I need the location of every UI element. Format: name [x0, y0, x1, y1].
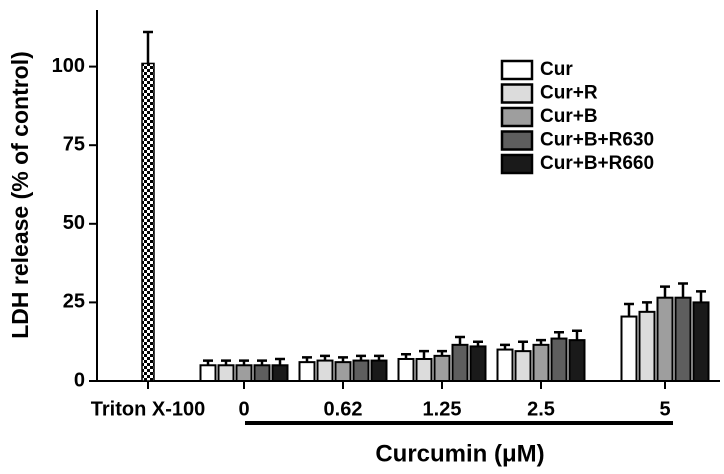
error-bar [624, 302, 634, 317]
bar [397, 357, 415, 382]
bar [271, 364, 289, 383]
x-tick-label: 1.25 [423, 398, 462, 420]
bar [620, 315, 638, 382]
legend-swatch [500, 106, 534, 128]
x-tick-label: 0 [238, 398, 249, 420]
error-bar [696, 290, 706, 303]
error-bar [660, 285, 670, 298]
x-tick-label: 2.5 [527, 398, 555, 420]
legend-label: Cur+B+R630 [540, 130, 654, 151]
error-bar [455, 335, 465, 345]
bar [674, 296, 692, 382]
y-tick-label: 75 [63, 133, 85, 155]
y-tick-label: 50 [63, 212, 85, 234]
bar [253, 364, 271, 383]
error-bar [239, 359, 249, 366]
legend-label: Cur [540, 59, 573, 80]
error-bar [642, 301, 652, 312]
bar [532, 343, 550, 383]
error-bar [338, 356, 348, 363]
bar [235, 364, 253, 383]
error-bar [302, 356, 312, 363]
error-bar [320, 354, 330, 361]
error-bar [572, 329, 582, 341]
error-bar [143, 30, 153, 64]
error-bar [221, 359, 231, 366]
error-bar [678, 282, 688, 298]
bar [370, 359, 388, 383]
error-bar [257, 359, 267, 366]
error-bar [437, 349, 447, 356]
bar [656, 296, 674, 382]
legend-swatch [500, 59, 534, 81]
bar [141, 62, 155, 382]
error-bar [275, 357, 285, 366]
error-bar [374, 354, 384, 361]
bar [550, 337, 568, 382]
x-tick-label: Triton X-100 [91, 398, 205, 420]
error-bar [401, 353, 411, 359]
error-bar [356, 354, 366, 361]
bar [217, 364, 235, 383]
error-bar [500, 343, 510, 350]
bar [514, 350, 532, 382]
legend-swatch [500, 130, 534, 151]
error-bar [419, 349, 429, 359]
y-tick-label: 100 [52, 55, 85, 77]
bar [469, 345, 487, 382]
bar [334, 361, 352, 382]
legend-swatch [500, 153, 534, 175]
error-bar [536, 338, 546, 345]
bar [568, 339, 586, 382]
bar [692, 301, 710, 383]
y-axis-label: LDH release (% of control) [7, 51, 33, 339]
error-bar [554, 331, 564, 339]
x-axis-label: Curcumin (μM) [375, 440, 544, 467]
bar [199, 364, 217, 383]
bar [638, 310, 656, 382]
bar [451, 343, 469, 383]
bar [415, 357, 433, 382]
legend-label: Cur+R [540, 83, 598, 104]
legend-label: Cur+B+R660 [540, 153, 654, 174]
bar [298, 361, 316, 382]
bar [433, 354, 451, 382]
y-tick-label: 25 [63, 291, 85, 313]
bar [316, 359, 334, 383]
legend-swatch [500, 83, 534, 104]
bar [352, 359, 370, 383]
error-bar [518, 340, 528, 352]
x-tick-label: 5 [659, 398, 670, 420]
y-tick-label: 0 [74, 369, 85, 391]
error-bar [473, 340, 483, 347]
legend-label: Cur+B [540, 106, 598, 127]
error-bar [203, 359, 213, 366]
x-tick-label: 0.62 [324, 398, 363, 420]
bar [496, 348, 514, 383]
